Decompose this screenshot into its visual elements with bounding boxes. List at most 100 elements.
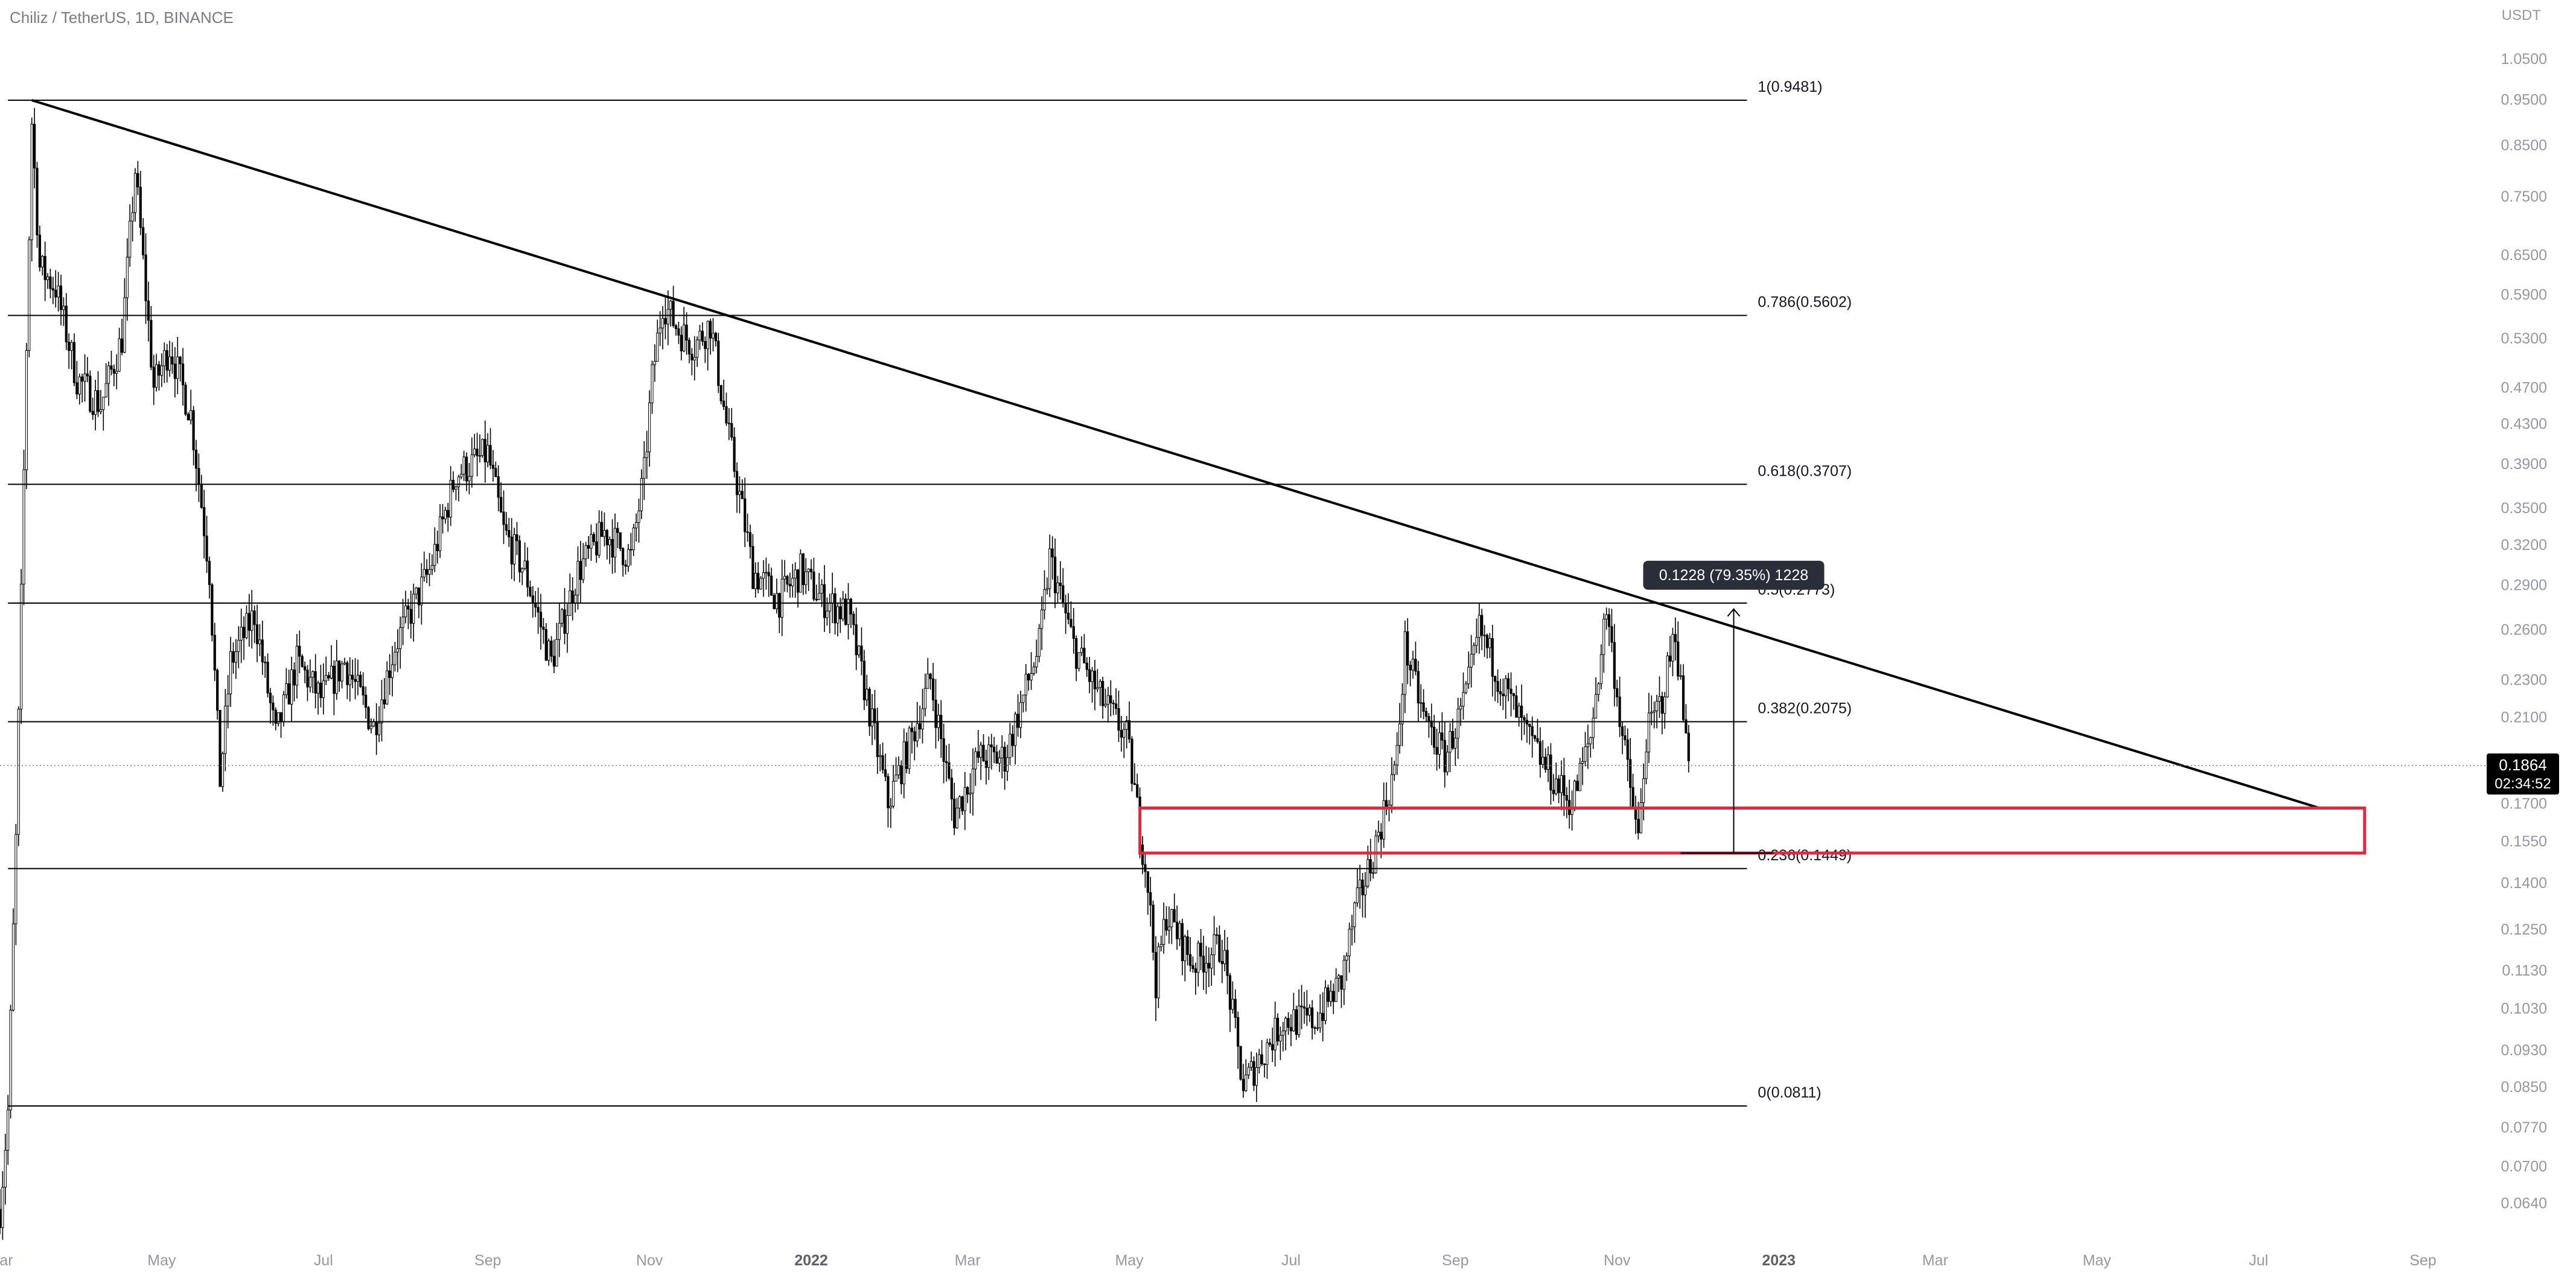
- candle: [1133, 763, 1136, 785]
- candle: [197, 453, 200, 502]
- candle: [335, 640, 338, 700]
- candle: [1016, 694, 1019, 737]
- candle: [685, 312, 688, 355]
- candle-body: [945, 761, 948, 764]
- candle-body: [894, 775, 897, 782]
- candle: [1557, 775, 1560, 804]
- candle: [1207, 947, 1210, 988]
- candle-body: [94, 390, 97, 415]
- candle: [1616, 679, 1619, 707]
- candle: [255, 604, 259, 662]
- candle-body: [454, 486, 457, 490]
- candle: [33, 107, 36, 188]
- candle: [1210, 947, 1213, 986]
- candle-body: [316, 682, 320, 694]
- candle-body: [136, 173, 139, 188]
- candle-body: [982, 744, 985, 761]
- candle-body: [1430, 720, 1433, 727]
- candle-body: [775, 593, 779, 609]
- candle: [613, 513, 617, 573]
- candle: [826, 597, 829, 626]
- support-zone[interactable]: [1138, 807, 2367, 855]
- candle: [229, 636, 232, 708]
- candle: [534, 590, 537, 618]
- candle: [857, 645, 861, 658]
- candle-body: [757, 572, 760, 590]
- candle-body: [197, 468, 200, 485]
- candle-body: [1300, 1005, 1303, 1008]
- candle-body: [1340, 975, 1343, 990]
- candle: [1242, 1064, 1245, 1098]
- fib-level-label: 0.618(0.3707): [1758, 462, 1852, 479]
- candle-body: [1475, 637, 1478, 646]
- candle-body: [1276, 1017, 1280, 1041]
- candle: [733, 427, 736, 478]
- candle: [216, 668, 219, 720]
- candle-body: [57, 286, 60, 298]
- candle-body: [1091, 670, 1094, 682]
- candle: [870, 694, 874, 746]
- candle-body: [544, 629, 547, 661]
- candle: [1202, 936, 1205, 990]
- fibonacci-retracement[interactable]: 1(0.9481)0.786(0.5602)0.618(0.3707)0.5(0…: [8, 78, 1852, 1107]
- candle: [550, 636, 553, 663]
- candle: [399, 616, 402, 669]
- candle: [1456, 697, 1459, 759]
- candle-body: [637, 510, 640, 523]
- candle-body: [1424, 711, 1428, 717]
- candle: [346, 660, 349, 700]
- candle-body: [730, 423, 733, 438]
- candle: [51, 276, 54, 304]
- candle: [308, 659, 311, 693]
- candle: [1491, 625, 1494, 697]
- candle-body: [1133, 783, 1136, 785]
- candle-body: [735, 471, 739, 495]
- price-axis[interactable]: 1.0500 0.9500 0.8500 0.7500 0.6500 0.5900 0.53…: [2501, 51, 2547, 1212]
- candle: [805, 558, 808, 595]
- candle: [1499, 679, 1502, 706]
- candle-body: [998, 757, 1001, 764]
- candle-body: [868, 688, 871, 727]
- candle-body: [1024, 674, 1027, 695]
- candle: [415, 587, 418, 599]
- candle-body: [1249, 1061, 1253, 1068]
- candle: [823, 564, 826, 632]
- candle-body: [1363, 886, 1367, 895]
- candle: [616, 522, 619, 548]
- candle-body: [889, 805, 892, 808]
- candle-body: [1104, 703, 1107, 706]
- candle-body: [561, 609, 564, 624]
- candle-body: [1053, 557, 1057, 593]
- candle: [179, 356, 182, 382]
- candle: [489, 428, 492, 470]
- trendline-segment: [31, 99, 2320, 810]
- candle-body: [428, 569, 431, 575]
- time-tick-label: 2022: [794, 1252, 828, 1269]
- candle-body: [778, 593, 781, 618]
- candle: [598, 510, 601, 558]
- candle-body: [1342, 960, 1345, 990]
- candle-body: [1228, 975, 1232, 1010]
- price-range-measure[interactable]: 0.1228 (79.35%) 1228: [1643, 560, 1825, 854]
- candle: [815, 584, 818, 602]
- candle-body: [635, 522, 638, 529]
- bar-countdown: 02:34:52: [2495, 776, 2551, 792]
- candle-body: [1512, 693, 1516, 697]
- time-axis[interactable]: Mar May Jul Sep Nov 2022 Mar May Jul Sep Nov 2023 Ma…: [0, 1252, 2437, 1269]
- candle: [104, 363, 107, 398]
- candle-body: [584, 545, 587, 560]
- candle: [86, 357, 89, 383]
- candle: [486, 433, 489, 468]
- candle: [1130, 736, 1133, 791]
- candle: [68, 333, 71, 369]
- candle-body: [1645, 752, 1648, 779]
- candle: [923, 673, 926, 717]
- candle: [640, 469, 643, 519]
- descending-trendline[interactable]: [31, 99, 2320, 810]
- candle-body: [372, 721, 375, 727]
- candle: [1186, 930, 1189, 966]
- candle: [873, 689, 876, 740]
- candle: [41, 255, 44, 276]
- candle: [948, 744, 951, 781]
